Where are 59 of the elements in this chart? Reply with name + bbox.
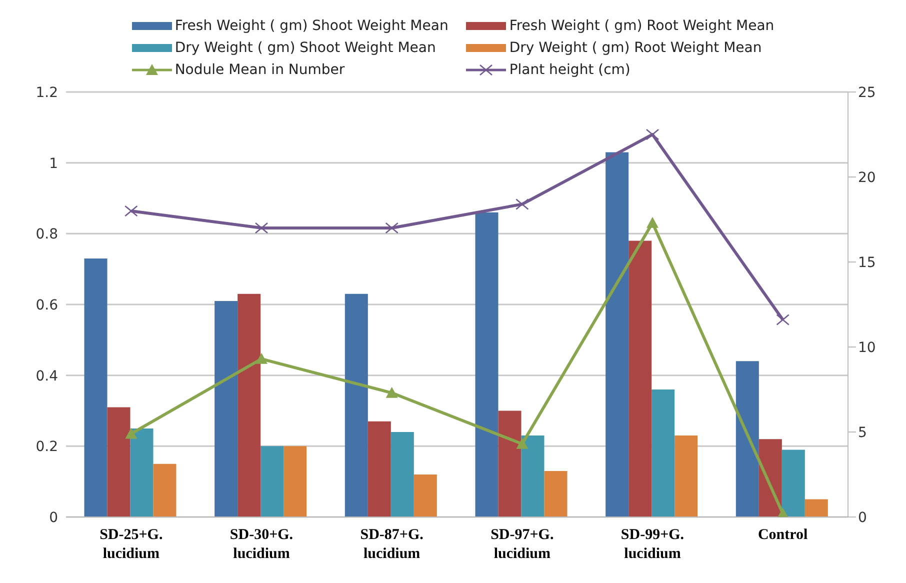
x-tick-label: Control [758, 527, 808, 543]
bar [544, 470, 568, 517]
point [776, 314, 790, 326]
y2-tick-label: 20 [858, 170, 876, 186]
bar [284, 446, 307, 517]
legend-label: Dry Weight ( gm) Shoot Weight Mean [174, 40, 436, 56]
y-tick-label: 0.2 [36, 439, 58, 456]
bar [84, 258, 108, 517]
legend-label: Plant height (cm) [509, 62, 630, 78]
y-tick-label: 0 [49, 510, 58, 526]
bar [498, 410, 522, 517]
y-tick-label: 0.8 [36, 226, 58, 243]
point [385, 222, 398, 234]
point [256, 352, 268, 364]
x-tick-label: SD-25+G. lucidium [100, 527, 163, 562]
y2-tick-label: 5 [858, 424, 867, 441]
y-tick-label: 1 [49, 156, 58, 172]
bar [238, 294, 261, 517]
bar [153, 464, 176, 517]
bar [652, 390, 675, 517]
bar [804, 499, 828, 517]
legend-label: Dry Weight ( gm) Root Weight Mean [509, 40, 762, 56]
bar [674, 436, 698, 517]
x-tick-label: SD-97+G. lucidium [490, 527, 554, 562]
point [516, 438, 528, 449]
point [254, 222, 268, 234]
y-tick-label: 1.2 [36, 84, 58, 101]
legend-label: Fresh Weight ( gm) Root Weight Mean [509, 18, 774, 34]
point [646, 128, 660, 140]
bar [628, 240, 652, 517]
bar [390, 432, 414, 517]
bar [475, 212, 498, 517]
point [516, 198, 529, 210]
y-tick-label: 0.4 [36, 368, 58, 384]
y2-tick-label: 15 [858, 254, 876, 271]
point [386, 386, 398, 398]
point [646, 216, 658, 228]
y2-tick-label: 10 [858, 340, 876, 356]
bar [736, 361, 759, 517]
bar [521, 436, 544, 517]
bar [414, 474, 437, 517]
point [124, 205, 138, 217]
point [125, 428, 138, 439]
bar [344, 294, 368, 517]
y-tick-label: 0.6 [36, 297, 58, 314]
x-tick-label: SD-30+G. lucidium [230, 527, 294, 562]
legend-label: Fresh Weight ( gm) Shoot Weight Mean [174, 18, 448, 34]
bar [260, 446, 284, 517]
bar [107, 407, 130, 517]
x-tick-label: SD-87+G. lucidium [360, 527, 424, 562]
bar [782, 450, 805, 517]
x-tick-label: SD-99+G. lucidium [620, 527, 684, 562]
bar [606, 152, 629, 517]
bar [130, 428, 154, 517]
bar [368, 421, 391, 517]
bar [214, 300, 238, 517]
y2-tick-label: 0 [858, 510, 867, 526]
y2-tick-label: 25 [858, 84, 876, 101]
legend-label: Nodule Mean in Number [174, 62, 345, 78]
